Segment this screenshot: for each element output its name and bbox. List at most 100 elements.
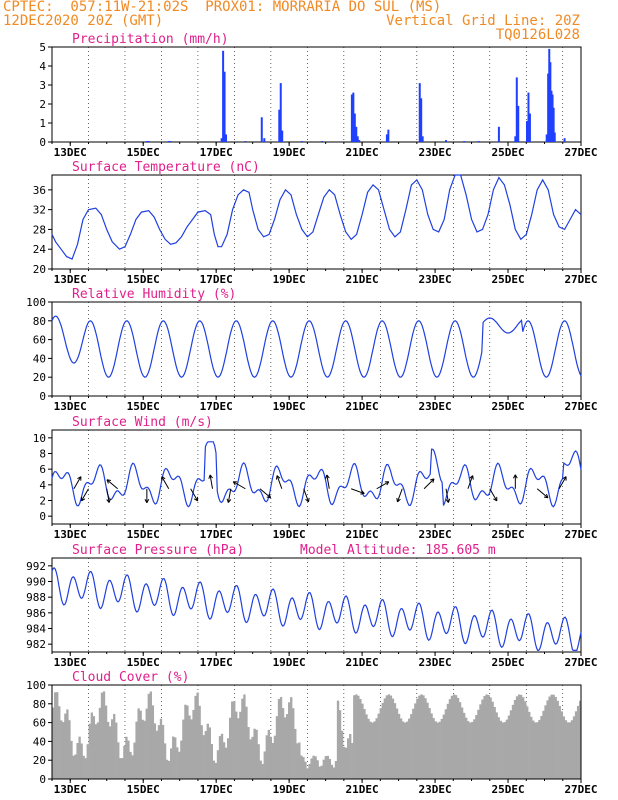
- cloud-bar: [145, 708, 148, 779]
- precip-bar: [517, 105, 520, 142]
- cloud-bar: [564, 720, 568, 779]
- cloud-bar: [556, 700, 559, 779]
- cloud-bar: [253, 728, 256, 779]
- cloud-bar: [418, 695, 421, 779]
- wind-arrow: [489, 488, 498, 502]
- cloud-bar: [178, 751, 181, 779]
- precip-bar: [279, 83, 282, 142]
- wind-arrow: [81, 488, 89, 502]
- cloud-bar: [505, 719, 509, 779]
- x-tick-label: 17DEC: [200, 528, 233, 541]
- cloud-bar: [172, 736, 175, 779]
- cloud-bar: [84, 758, 87, 779]
- cloud-bar: [60, 720, 63, 779]
- cloud-bar: [501, 722, 504, 779]
- panel-frame: [51, 174, 582, 270]
- precip-bar: [385, 134, 388, 142]
- panel-title: Surface Wind (m/s): [72, 415, 213, 430]
- cloud-bar: [263, 751, 266, 779]
- cloud-bar: [70, 740, 73, 779]
- cloud-bar: [383, 698, 386, 779]
- y-tick-label: 0: [39, 510, 46, 523]
- cloud-bar: [249, 739, 252, 779]
- y-tick-label: 0: [39, 136, 46, 149]
- x-tick-label: 15DEC: [127, 656, 160, 669]
- x-tick-label: 19DEC: [273, 656, 306, 669]
- x-tick-label: 23DEC: [419, 400, 452, 413]
- x-tick-label: 13DEC: [54, 146, 87, 159]
- cloud-bar: [137, 708, 140, 779]
- cloud-bar: [322, 759, 325, 779]
- precip-bar: [463, 141, 466, 142]
- x-tick-label: 25DEC: [491, 400, 524, 413]
- cloud-bar: [96, 722, 100, 779]
- wind-arrow-head: [432, 478, 435, 483]
- cloud-bar: [342, 746, 346, 779]
- wind-arrow-head: [546, 493, 549, 498]
- wind-arrow-head: [232, 481, 236, 486]
- cloud-bar: [302, 757, 305, 779]
- wind-arrow: [106, 479, 118, 490]
- cloud-bar: [111, 719, 114, 779]
- cloud-bar: [542, 710, 545, 779]
- precip-bar: [551, 94, 554, 142]
- wind-arrow-head: [276, 475, 281, 479]
- cloud-bar: [373, 721, 376, 779]
- cloud-bar: [119, 758, 122, 779]
- x-tick-label: 13DEC: [54, 528, 87, 541]
- cloud-bar: [574, 711, 578, 779]
- x-tick-label: 25DEC: [491, 783, 524, 796]
- cloud-bar: [532, 720, 535, 779]
- cloud-bar: [477, 709, 480, 779]
- precip-bar: [350, 94, 353, 142]
- cloud-bar: [465, 717, 468, 779]
- y-tick-label: 984: [26, 623, 46, 636]
- wind-arrow-head: [275, 475, 278, 480]
- y-tick-label: 3: [39, 79, 46, 92]
- x-tick-label: 23DEC: [419, 273, 452, 286]
- cloud-bar: [174, 737, 177, 779]
- cloud-bar: [473, 719, 476, 779]
- cloud-bar: [78, 736, 81, 779]
- y-tick-label: 4: [39, 479, 46, 492]
- wind-arrow-head: [447, 498, 451, 503]
- x-tick-label: 21DEC: [346, 656, 379, 669]
- wind-arrow: [209, 474, 214, 489]
- wind-arrow-head: [308, 497, 310, 502]
- cloud-bar: [548, 696, 551, 779]
- cloud-bar: [440, 718, 443, 779]
- x-tick-label: 19DEC: [273, 400, 306, 413]
- cloud-bar: [176, 747, 179, 779]
- cloud-bar: [428, 707, 431, 779]
- precip-bar: [526, 121, 529, 142]
- cloud-bar: [351, 743, 354, 779]
- cloud-bar: [485, 694, 488, 779]
- cloud-bar: [330, 764, 334, 779]
- cloud-bar: [155, 730, 159, 779]
- cloud-bar: [257, 744, 260, 779]
- cloud-bar: [220, 733, 224, 779]
- cloud-bar: [438, 721, 441, 779]
- panel-title: Surface Pressure (hPa): [72, 543, 244, 558]
- cloud-bar: [387, 694, 391, 779]
- cloud-bar: [420, 694, 423, 779]
- cloud-bar: [513, 699, 517, 779]
- panel-title: Precipitation (mm/h): [72, 32, 229, 47]
- cloud-bar: [182, 719, 185, 779]
- cloud-bar: [98, 707, 102, 779]
- cloud-bar: [540, 715, 543, 779]
- cloud-bar: [448, 699, 452, 779]
- cloud-bar: [161, 724, 165, 779]
- y-tick-label: 40: [33, 352, 46, 365]
- cloud-bar: [218, 736, 222, 779]
- cloud-bar: [336, 700, 340, 779]
- precip-bar: [167, 141, 170, 142]
- wind-arrow-head: [326, 474, 330, 479]
- wind-arrow: [396, 488, 403, 503]
- x-tick-label: 19DEC: [273, 273, 306, 286]
- cloud-bar: [320, 765, 323, 779]
- cloud-bar: [450, 695, 454, 779]
- cloud-bar: [92, 716, 96, 779]
- cloud-bar: [283, 717, 287, 779]
- cloud-bar: [355, 694, 358, 779]
